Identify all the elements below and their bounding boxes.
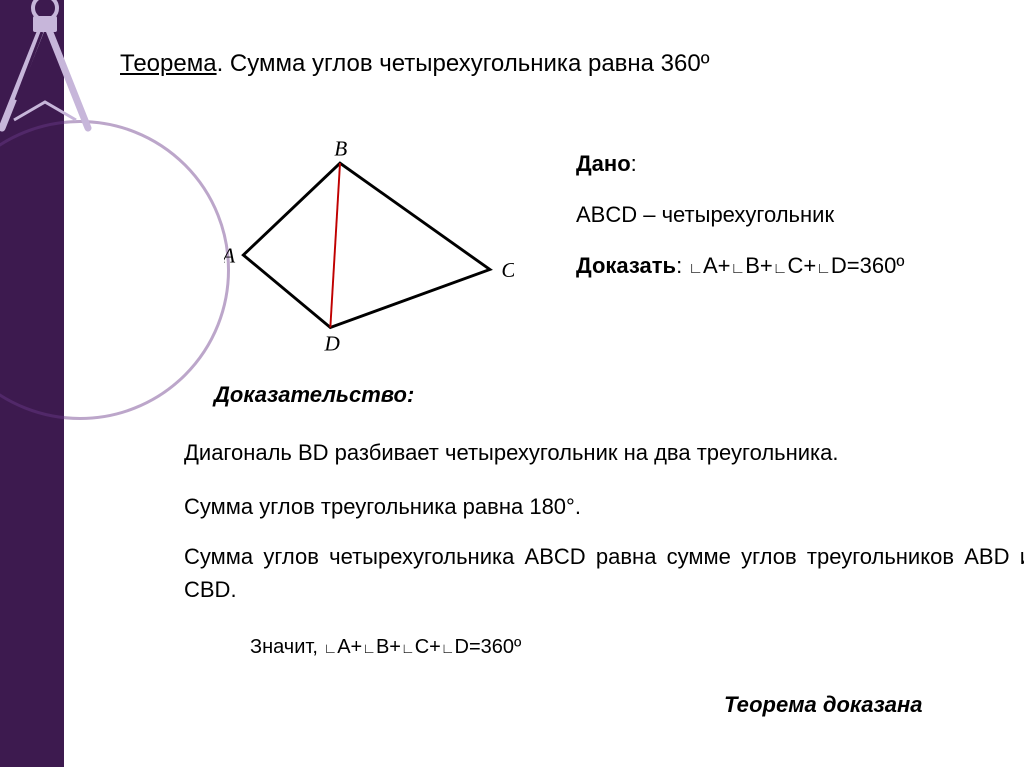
svg-text:B: B bbox=[334, 140, 347, 160]
proof-p3: Сумма углов четырехугольника ABCD равна … bbox=[184, 540, 1024, 606]
slide-content: Теорема. Сумма углов четырехугольника ра… bbox=[64, 0, 1024, 767]
theorem-title: Теорема. Сумма углов четырехугольника ра… bbox=[120, 50, 976, 78]
theorem-text: . Сумма углов четырехугольника равна 360… bbox=[217, 50, 710, 77]
svg-text:D: D bbox=[324, 332, 341, 356]
sidebar-decor bbox=[0, 0, 64, 767]
quadrilateral-figure: A B C D bbox=[224, 140, 514, 370]
conclusion: Значит, ∟A+∟B+∟C+∟D=360º bbox=[250, 636, 521, 659]
svg-text:C: C bbox=[501, 258, 514, 282]
prove-label: Доказать bbox=[576, 253, 676, 278]
proof-p1: Диагональ BD разбивает четырехугольник н… bbox=[184, 440, 839, 466]
given-block: Дано: ABCD – четырехугольник Доказать: ∟… bbox=[576, 146, 904, 300]
svg-text:A: A bbox=[224, 244, 236, 268]
given-label: Дано bbox=[576, 151, 631, 176]
proof-label: Доказательство: bbox=[214, 382, 414, 408]
theorem-label: Теорема bbox=[120, 50, 217, 77]
qed: Теорема доказана bbox=[724, 692, 923, 718]
proof-p2: Сумма углов треугольника равна 180°. bbox=[184, 494, 581, 520]
given-line: ABCD – четырехугольник bbox=[576, 197, 904, 232]
